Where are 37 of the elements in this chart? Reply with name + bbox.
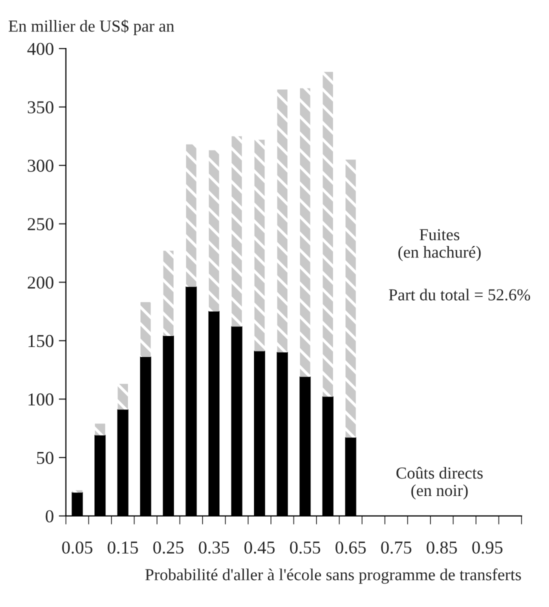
annotation: Fuites (en hachuré): [398, 229, 481, 262]
bar: [94, 424, 106, 436]
bar: [118, 384, 128, 410]
bar: [346, 160, 356, 438]
annotation: Part du total = 52.6%: [388, 288, 530, 301]
y-tick-label: 100: [28, 393, 54, 406]
x-tick-label: 0.15: [108, 541, 138, 554]
x-tick-label: 0.75: [381, 541, 412, 554]
x-tick-label: 0.55: [290, 541, 320, 554]
bar: [72, 490, 82, 493]
y-tick-label: 200: [28, 276, 54, 289]
bar: [254, 140, 265, 352]
bar: [277, 89, 288, 352]
y-tick-label: 150: [28, 334, 54, 348]
x-tick-label: 0.35: [198, 541, 230, 554]
y-tick-label: 50: [37, 452, 54, 464]
bar: [163, 250, 174, 336]
y-tick-label: 400: [27, 42, 54, 55]
bar: [322, 72, 334, 397]
x-tick-label: 0.25: [153, 541, 184, 554]
y-tick-label: 300: [28, 160, 54, 172]
bar: [232, 136, 242, 327]
x-axis-title: Probabilité d'aller à l'école sans programme de transferts: [145, 568, 521, 584]
x-tick-label: 0.85: [426, 541, 457, 554]
y-tick-label: 350: [28, 101, 54, 114]
bar: [208, 150, 220, 312]
x-tick-label: 0.45: [244, 541, 275, 554]
y-tick-label: 250: [28, 218, 54, 230]
y-tick-label: 0: [46, 510, 54, 522]
bar: [300, 88, 310, 377]
annotation: Coûts directs (en noir): [396, 466, 483, 500]
y-axis-title: En millier de US$ par an: [8, 20, 174, 36]
x-tick-label: 0.65: [336, 541, 366, 554]
bar: [186, 144, 196, 287]
x-tick-label: 0.05: [62, 541, 92, 554]
x-tick-label: 0.95: [472, 541, 502, 554]
bar: [140, 302, 151, 358]
